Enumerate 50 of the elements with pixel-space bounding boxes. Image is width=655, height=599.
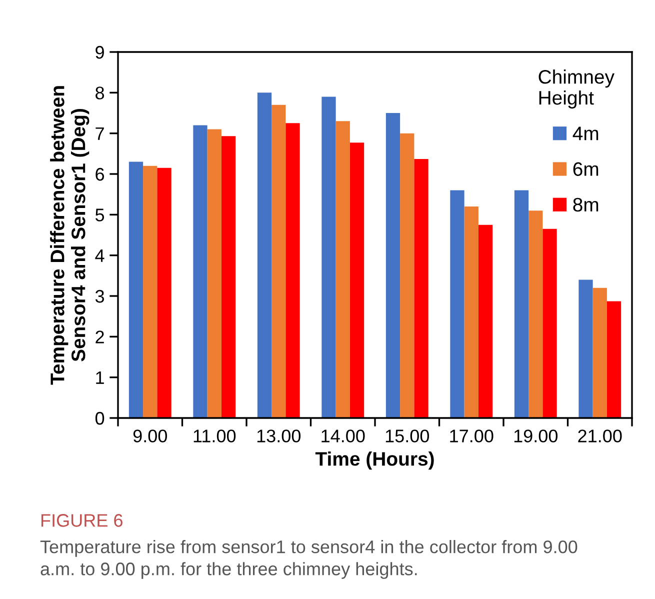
text: Temperature rise from sensor1 to sensor4 in the collector from 9.00 a.m. to 9.00 p.m. for the three chimney heights. <box>40 540 578 579</box>
x-tick-label: 15.00 <box>386 430 430 442</box>
y-tick-label: 0 <box>95 412 104 425</box>
legend-label: 8m <box>573 198 598 212</box>
bar <box>400 133 414 418</box>
x-tick-label: 9.00 <box>133 430 167 442</box>
y-tick-label: 5 <box>95 208 104 222</box>
bar <box>143 166 158 418</box>
bar <box>286 123 300 418</box>
y-tick-label: 7 <box>96 127 104 140</box>
x-tick-label: 11.00 <box>194 430 236 442</box>
y-tick-label: 3 <box>95 290 104 303</box>
y-axis-title: Temperature Difference between Sensor4 and Sensor1 (Deg) <box>50 86 90 385</box>
bar <box>221 136 236 418</box>
bar <box>450 190 464 418</box>
bar <box>350 142 364 418</box>
bar <box>606 301 622 418</box>
legend-title: Chimney Height <box>538 70 614 109</box>
y-tick-label: 4 <box>95 249 104 262</box>
x-tick-label: 13.00 <box>257 430 301 442</box>
bar <box>336 121 350 418</box>
y-tick-label: 2 <box>96 330 104 344</box>
legend-label: 4m <box>572 126 598 140</box>
y-tick-label: 6 <box>96 168 104 181</box>
bar <box>272 104 286 418</box>
bar <box>322 96 336 418</box>
bar <box>193 125 208 418</box>
x-tick-label: 14.00 <box>322 430 365 442</box>
caption: FIGURE 6 <box>41 514 122 527</box>
bar <box>414 158 428 418</box>
legend-label: 6m <box>573 162 598 176</box>
x-tick-label: 17.00 <box>450 430 494 442</box>
bar <box>207 129 222 418</box>
bar <box>157 168 172 418</box>
x-tick-label: 21.00 <box>578 430 622 442</box>
y-tick-label: 9 <box>96 46 104 59</box>
bar <box>128 162 144 418</box>
bar <box>478 224 493 418</box>
x-tick-label: 19.00 <box>514 430 558 442</box>
bar <box>578 280 593 418</box>
bar <box>386 113 400 418</box>
bar <box>592 288 607 418</box>
bar <box>514 190 529 418</box>
bar <box>528 210 543 418</box>
y-tick-label: 8 <box>96 86 104 100</box>
bar <box>464 206 478 418</box>
x-axis-title: Time (Hours) <box>315 452 434 470</box>
bar <box>542 228 557 418</box>
y-tick-label: 1 <box>96 371 104 384</box>
bar <box>257 92 272 418</box>
